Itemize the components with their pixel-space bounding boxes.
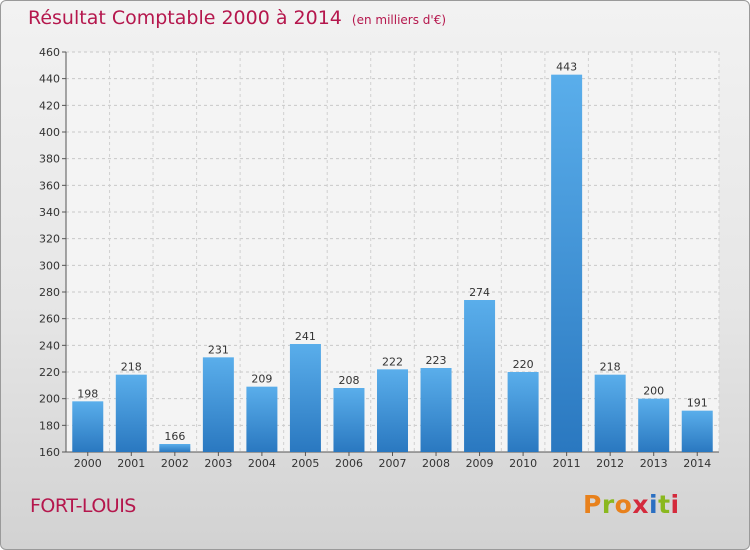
y-tick-label: 280 xyxy=(39,286,60,299)
y-tick-label: 360 xyxy=(39,179,60,192)
logo-letter: r xyxy=(601,490,615,519)
data-label-2004: 209 xyxy=(251,373,272,386)
y-tick-label: 440 xyxy=(39,73,60,86)
x-tick-label-2011: 2011 xyxy=(553,457,581,470)
bar-2009 xyxy=(464,300,496,452)
y-tick-label: 260 xyxy=(39,313,60,326)
data-label-2011: 443 xyxy=(556,61,577,74)
x-tick-label-2000: 2000 xyxy=(74,457,102,470)
data-label-2007: 222 xyxy=(382,355,403,368)
y-tick-label: 240 xyxy=(39,339,60,352)
bars xyxy=(72,74,713,453)
data-label-2008: 223 xyxy=(426,354,447,367)
bar-2011 xyxy=(551,74,583,453)
data-label-2013: 200 xyxy=(643,385,664,398)
x-tick-label-2008: 2008 xyxy=(422,457,450,470)
bar-2003 xyxy=(202,357,234,452)
logo-letter: x xyxy=(632,490,649,519)
y-tick-label: 380 xyxy=(39,153,60,166)
x-tick-label-2009: 2009 xyxy=(466,457,494,470)
bar-2007 xyxy=(377,369,408,452)
title-main: Résultat Comptable 2000 à 2014 xyxy=(28,7,342,29)
bar-2013 xyxy=(638,398,670,452)
bar-2004 xyxy=(246,386,278,452)
logo-letter: i xyxy=(649,490,659,519)
y-tick-label: 420 xyxy=(39,99,60,112)
x-tick-label-2006: 2006 xyxy=(335,457,363,470)
bar-2000 xyxy=(72,401,104,452)
x-tick-label-2005: 2005 xyxy=(291,457,319,470)
data-label-2000: 198 xyxy=(77,387,98,400)
data-label-2006: 208 xyxy=(338,374,359,387)
bar-2006 xyxy=(333,388,365,452)
y-tick-label: 460 xyxy=(39,46,60,59)
x-tick-label-2003: 2003 xyxy=(204,457,232,470)
x-tick-label-2001: 2001 xyxy=(117,457,145,470)
proxiti-logo[interactable]: Proxiti xyxy=(583,490,680,519)
data-label-2010: 220 xyxy=(513,358,534,371)
chart-title: Résultat Comptable 2000 à 2014 (en millie… xyxy=(28,7,446,29)
data-label-2012: 218 xyxy=(600,361,621,374)
data-label-2002: 166 xyxy=(164,430,185,443)
y-tick-label: 160 xyxy=(39,446,60,459)
bar-2002 xyxy=(159,444,191,452)
x-tick-label-2014: 2014 xyxy=(683,457,711,470)
x-tick-label-2007: 2007 xyxy=(379,457,407,470)
y-tick-label: 400 xyxy=(39,126,60,139)
logo-letter: i xyxy=(670,490,680,519)
bar-2014 xyxy=(681,410,713,452)
axes: 160 180 200 220 240 260 280 300 320 340 360 380 400 4… xyxy=(39,46,719,470)
y-tick-label: 180 xyxy=(39,419,60,432)
bar-2012 xyxy=(594,374,626,452)
y-tick-label: 220 xyxy=(39,366,60,379)
data-label-2003: 231 xyxy=(208,343,229,356)
x-tick-label-2012: 2012 xyxy=(596,457,624,470)
y-tick-label: 320 xyxy=(39,233,60,246)
y-tick-label: 300 xyxy=(39,259,60,272)
bar-2001 xyxy=(115,374,147,452)
logo-letter: t xyxy=(658,490,671,519)
title-subtitle: (en milliers d'€) xyxy=(351,13,447,27)
data-labels: 198 218 166 231 209 241 208 222 223 274 220 443 218 2… xyxy=(77,61,707,443)
data-label-2001: 218 xyxy=(121,361,142,374)
commune-name: FORT-LOUIS xyxy=(30,495,136,517)
data-label-2005: 241 xyxy=(295,330,316,343)
logo-letter: P xyxy=(583,490,602,519)
bar-2010 xyxy=(507,372,539,452)
x-tick-label-2010: 2010 xyxy=(509,457,537,470)
bar-2005 xyxy=(289,344,321,452)
logo-letter: o xyxy=(614,490,633,519)
data-label-2009: 274 xyxy=(469,286,490,299)
data-label-2014: 191 xyxy=(687,397,708,410)
y-tick-label: 340 xyxy=(39,206,60,219)
x-tick-label-2013: 2013 xyxy=(640,457,668,470)
x-tick-label-2002: 2002 xyxy=(161,457,189,470)
y-tick-label: 200 xyxy=(39,393,60,406)
x-tick-label-2004: 2004 xyxy=(248,457,276,470)
bar-2008 xyxy=(420,368,452,452)
